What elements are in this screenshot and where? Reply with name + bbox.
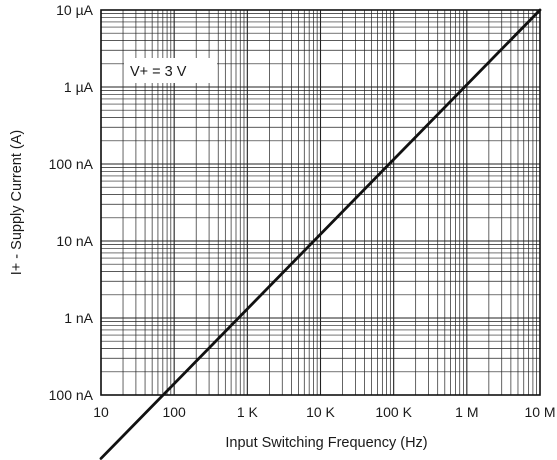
annotation-box	[124, 58, 217, 83]
series-group	[99, 8, 542, 460]
x-axis-label: Input Switching Frequency (Hz)	[225, 435, 427, 451]
x-tick-label: 1 K	[237, 404, 259, 420]
x-tick-label: 10 K	[306, 404, 335, 420]
x-tick-label: 10	[93, 404, 109, 420]
y-tick-label: 100 nA	[49, 387, 94, 403]
annotation-text: V+ = 3 V	[130, 64, 187, 80]
y-tick-label: 1 µA	[64, 79, 94, 95]
y-tick-label: 10 µA	[56, 2, 94, 18]
x-tick-label: 100 K	[375, 404, 412, 420]
x-tick-labels: 10 100 1 K 10 K 100 K 1 M 10 M	[93, 404, 555, 420]
annotation-group: V+ = 3 V	[124, 58, 217, 83]
x-tick-label: 10 M	[524, 404, 555, 420]
y-tick-label: 100 nA	[49, 156, 94, 172]
y-tick-label: 10 nA	[56, 233, 93, 249]
y-tick-label: 1 nA	[64, 310, 93, 326]
x-tick-label: 1 M	[455, 404, 478, 420]
series-line	[99, 8, 542, 460]
x-tick-label: 100	[162, 404, 186, 420]
plot-frame	[100, 9, 541, 396]
y-axis-label: I+ - Supply Current (A)	[9, 130, 25, 275]
